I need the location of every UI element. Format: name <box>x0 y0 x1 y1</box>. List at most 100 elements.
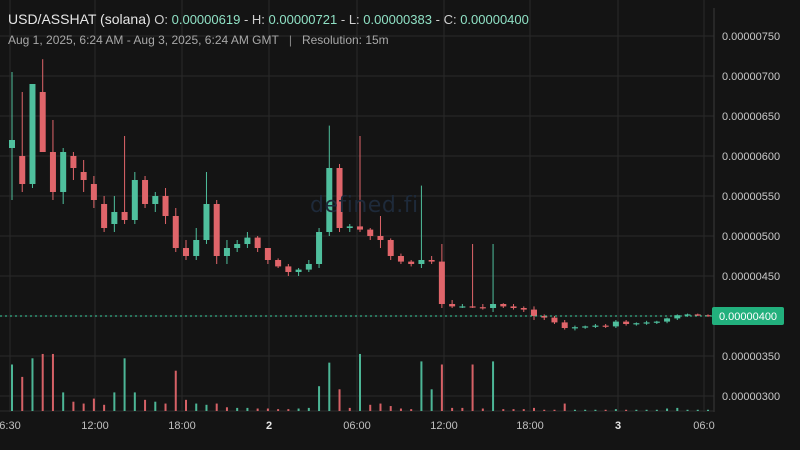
candle-body <box>244 237 251 244</box>
volume-bar <box>533 407 535 411</box>
volume-bar <box>307 407 310 411</box>
volume-bar <box>205 404 208 411</box>
candle-body <box>295 269 302 272</box>
candle-body <box>397 256 404 262</box>
candle-body <box>705 315 711 317</box>
candle-body <box>336 168 343 228</box>
candle-body <box>479 307 486 309</box>
price-tick-label: 0.00000300 <box>722 391 780 403</box>
candle-body <box>142 180 149 204</box>
candle-body <box>469 306 476 308</box>
volume-bar <box>174 370 177 411</box>
volume-bar <box>113 392 116 411</box>
price-tick-label: 0.00000650 <box>722 111 780 123</box>
volume-bar <box>92 398 95 411</box>
candle-body <box>101 204 108 228</box>
candle-body <box>90 184 97 200</box>
candle-body <box>80 172 87 180</box>
candle-body <box>541 316 548 318</box>
volume-bar <box>389 406 392 411</box>
volume-bar <box>21 376 24 411</box>
candle-body <box>653 321 660 323</box>
volume-bar <box>594 409 597 411</box>
volume-bar <box>297 408 300 411</box>
candle-body <box>326 168 333 232</box>
volume-bar <box>246 407 249 411</box>
candle-body <box>9 140 15 148</box>
open-value: 0.00000619 <box>171 12 241 27</box>
price-tick-label: 0.00000550 <box>722 191 780 203</box>
range-header: Aug 1, 2025, 6:24 AM - Aug 3, 2025, 6:24… <box>8 33 389 47</box>
volume-bar <box>492 361 495 411</box>
current-price-label: 0.00000400 <box>719 311 777 323</box>
volume-bar <box>696 409 699 411</box>
candle-body <box>561 322 568 328</box>
volume-bar <box>195 403 198 411</box>
candle-body <box>254 237 261 248</box>
volume-bar <box>369 404 372 411</box>
candle-body <box>490 304 497 308</box>
volume-bar <box>318 386 321 411</box>
candle-body <box>193 240 200 256</box>
candle-body <box>684 314 691 316</box>
candle-body <box>592 325 599 327</box>
candle-body <box>346 226 353 228</box>
volume-bar <box>471 364 474 411</box>
volume-bar <box>645 409 648 411</box>
date-range: Aug 1, 2025, 6:24 AM - Aug 3, 2025, 6:24… <box>8 33 279 47</box>
volume-bar <box>287 409 290 411</box>
candle-body <box>367 229 374 236</box>
volume-bar <box>31 358 34 411</box>
volume-bar <box>410 409 413 411</box>
candle-body <box>131 180 138 220</box>
time-tick-label: 12:00 <box>430 420 458 432</box>
volume-bar <box>338 389 341 411</box>
volume-bar <box>11 364 13 411</box>
candle-body <box>449 304 456 307</box>
volume-bar <box>399 408 402 411</box>
candle-body <box>459 306 466 308</box>
candle-body <box>29 84 36 184</box>
candle-body <box>121 212 128 220</box>
candle-body <box>39 92 46 152</box>
candle-body <box>428 260 435 262</box>
volume-bar <box>256 408 259 411</box>
price-tick-label: 0.00000450 <box>722 271 780 283</box>
candle-body <box>275 260 282 267</box>
time-tick-label: 2 <box>266 420 272 432</box>
close-value: 0.00000400 <box>460 12 529 27</box>
candle-body <box>70 156 77 168</box>
candle-body <box>152 196 159 204</box>
candle-body <box>510 306 517 308</box>
candle-body <box>633 323 640 325</box>
volume-bar <box>154 401 157 411</box>
volume-bar <box>266 408 269 411</box>
volume-bar <box>625 409 628 411</box>
candle-body <box>213 204 220 256</box>
volume-bar <box>461 407 464 411</box>
candle-body <box>357 226 363 230</box>
volume-bar <box>604 409 607 411</box>
high-value: 0.00000721 <box>268 12 338 27</box>
time-tick-label: 06:00 <box>343 420 371 432</box>
candle-body <box>111 212 118 224</box>
candle-body <box>582 326 589 328</box>
volume-bar <box>543 409 546 411</box>
price-tick-label: 0.00000500 <box>722 231 780 243</box>
volume-bar <box>666 408 669 411</box>
volume-bar <box>584 409 587 411</box>
volume-bar <box>502 409 505 411</box>
candle-body <box>305 264 312 270</box>
volume-bar <box>359 353 361 411</box>
candle-body <box>60 152 67 192</box>
candle-body <box>571 327 578 329</box>
volume-bar <box>686 409 689 411</box>
volume-bar <box>103 404 106 411</box>
candle-body <box>19 156 26 184</box>
high-label: H: <box>251 12 265 27</box>
candle-body <box>438 261 445 304</box>
volume-bar <box>379 403 382 411</box>
time-tick-label: 12:00 <box>81 420 109 432</box>
